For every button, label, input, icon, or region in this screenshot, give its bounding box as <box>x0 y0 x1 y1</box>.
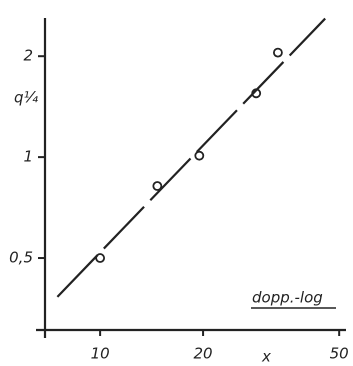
x-tick-label: 10 <box>91 345 110 363</box>
y-tick-label: 2 <box>23 47 33 65</box>
x-tick-label: 20 <box>194 345 213 363</box>
y-axis-label: q¼ <box>14 89 39 107</box>
data-point <box>273 47 283 58</box>
x-axis-label: x <box>261 348 271 366</box>
data-point <box>194 150 205 161</box>
fit-line <box>56 17 326 298</box>
y-tick-label: 1 <box>23 148 33 166</box>
y-tick-label: 0,5 <box>9 249 33 267</box>
x-tick-label: 50 <box>330 345 349 363</box>
annotation: dopp.-log <box>252 289 323 307</box>
data-point <box>152 181 163 191</box>
